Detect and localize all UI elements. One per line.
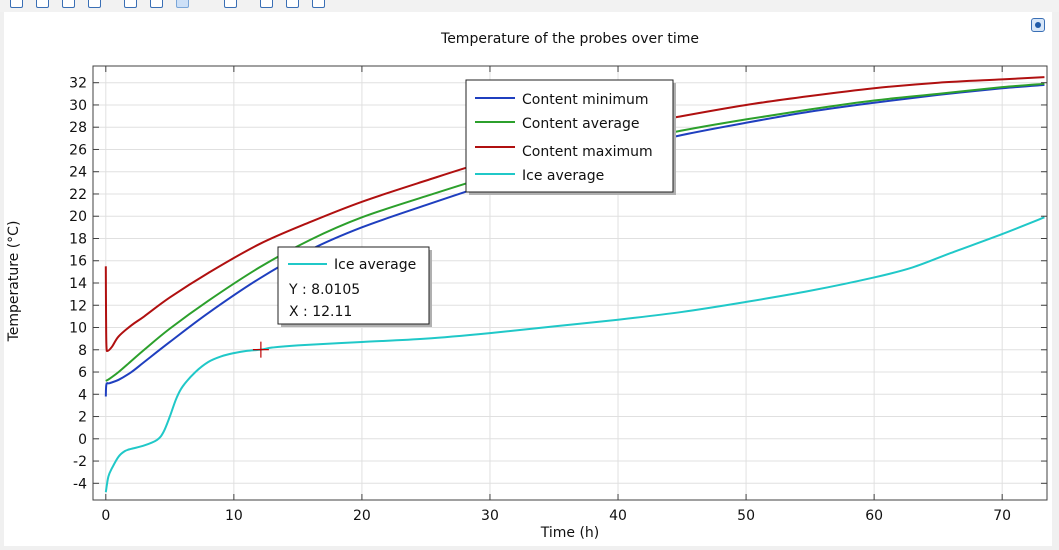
x-axis-label: Time (h) bbox=[540, 525, 600, 541]
y-tick-label: 18 bbox=[69, 231, 87, 247]
data-tooltip: Ice average Y : 8.0105 X : 12.11 bbox=[277, 246, 432, 327]
plot-toolbar bbox=[0, 0, 1059, 12]
color-icon[interactable] bbox=[224, 0, 237, 8]
y-tick-label: 32 bbox=[69, 76, 87, 92]
x-tick-label: 0 bbox=[101, 508, 110, 524]
series-line-content-maximum bbox=[104, 76, 1045, 352]
grid-icon[interactable] bbox=[124, 0, 137, 8]
tooltip-y-value: Y : 8.0105 bbox=[288, 282, 360, 298]
legend-label-content-maximum: Content maximum bbox=[522, 144, 653, 160]
chart-legend[interactable]: Content minimum Content average Content … bbox=[465, 79, 676, 195]
axis-icon[interactable] bbox=[150, 0, 163, 8]
home-icon[interactable] bbox=[312, 0, 325, 8]
x-tick-label: 10 bbox=[225, 508, 243, 524]
y-tick-label: -4 bbox=[73, 476, 87, 492]
y-tick-label: 10 bbox=[69, 321, 87, 337]
x-tick-label: 30 bbox=[481, 508, 499, 524]
zoom-out-icon[interactable] bbox=[62, 0, 75, 8]
y-tick-label: 26 bbox=[69, 142, 87, 158]
info-icon[interactable] bbox=[260, 0, 273, 8]
y-tick-label: 4 bbox=[78, 387, 87, 403]
y-tick-label: 0 bbox=[78, 432, 87, 448]
data-cursor-marker bbox=[252, 341, 269, 358]
x-tick-label: 70 bbox=[993, 508, 1011, 524]
series-line-content-minimum bbox=[104, 83, 1045, 397]
pointer-icon[interactable] bbox=[176, 0, 189, 8]
y-tick-label: 6 bbox=[78, 365, 87, 381]
zoom-in-icon[interactable] bbox=[36, 0, 49, 8]
screenshot-icon[interactable] bbox=[286, 0, 299, 8]
series-line-ice-average bbox=[104, 216, 1045, 493]
x-tick-label: 50 bbox=[737, 508, 755, 524]
legend-label-ice-average: Ice average bbox=[522, 168, 604, 184]
y-tick-label: 24 bbox=[69, 165, 87, 181]
y-tick-label: 12 bbox=[69, 298, 87, 314]
series-layer bbox=[104, 76, 1045, 493]
y-tick-label: 30 bbox=[69, 98, 87, 114]
zoom-box-icon[interactable] bbox=[10, 0, 23, 8]
zoom-extents-icon[interactable] bbox=[88, 0, 101, 8]
tooltip-x-value: X : 12.11 bbox=[289, 304, 352, 320]
x-tick-label: 60 bbox=[865, 508, 883, 524]
plot-settings-icon[interactable] bbox=[1031, 18, 1045, 32]
y-tick-label: 20 bbox=[69, 209, 87, 225]
legend-label-content-minimum: Content minimum bbox=[522, 92, 649, 108]
y-tick-label: 8 bbox=[78, 343, 87, 359]
y-tick-label: 16 bbox=[69, 254, 87, 270]
series-line-content-average bbox=[105, 82, 1045, 382]
x-tick-label: 40 bbox=[609, 508, 627, 524]
y-tick-label: 14 bbox=[69, 276, 87, 292]
y-axis-label: Temperature (°C) bbox=[6, 221, 22, 343]
tooltip-series-name: Ice average bbox=[334, 257, 416, 273]
chart-title: Temperature of the probes over time bbox=[440, 31, 699, 47]
legend-label-content-average: Content average bbox=[522, 116, 639, 132]
y-tick-label: 2 bbox=[78, 410, 87, 426]
x-tick-label: 20 bbox=[353, 508, 371, 524]
y-tick-label: 28 bbox=[69, 120, 87, 136]
y-tick-label: 22 bbox=[69, 187, 87, 203]
y-tick-label: -2 bbox=[73, 454, 87, 470]
